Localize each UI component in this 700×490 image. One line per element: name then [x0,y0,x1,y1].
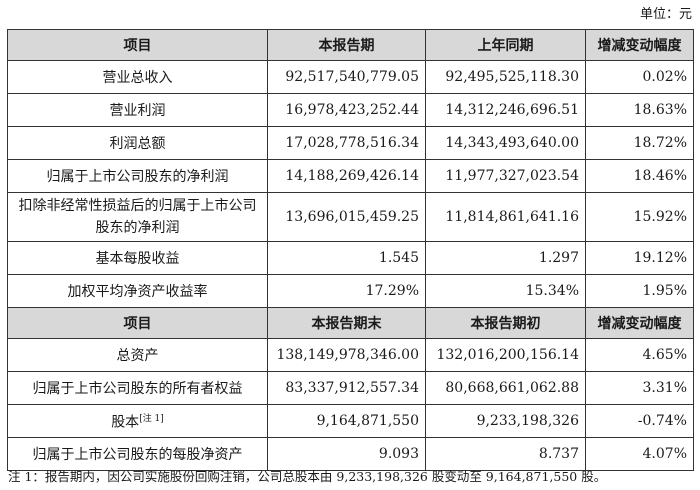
period-end-value: 9.093 [267,437,426,471]
change-value: -0.74% [585,404,694,438]
table-row: 利润总额 17,028,778,516.34 14,343,493,640.00… [7,126,694,160]
change-value: 18.46% [585,159,694,193]
change-value: 0.02% [585,60,694,94]
row-label-text: 股本 [111,414,140,431]
table-row: 基本每股收益 1.545 1.297 19.12% [7,241,694,275]
row-label: 股本[注 1] [7,404,268,438]
current-value: 92,517,540,779.05 [267,60,426,94]
change-value: 18.72% [585,126,694,160]
previous-value: 11,977,327,023.54 [425,159,586,193]
previous-value: 15.34% [425,274,586,308]
column-header-change: 增减变动幅度 [585,29,694,61]
row-label: 归属于上市公司股东的净利润 [7,159,268,193]
period-end-value: 9,164,871,550 [267,404,426,438]
row-label: 归属于上市公司股东的每股净资产 [7,437,268,471]
change-value: 3.31% [585,371,694,405]
column-header-previous-period: 上年同期 [425,29,586,61]
table-header-row: 项目 本报告期 上年同期 增减变动幅度 [7,29,694,61]
column-header-current-period: 本报告期 [267,29,426,61]
change-value: 18.63% [585,93,694,127]
previous-value: 1.297 [425,241,586,275]
current-value: 17,028,778,516.34 [267,126,426,160]
change-value: 1.95% [585,274,694,308]
table-header-row: 项目 本报告期末 本报告期初 增减变动幅度 [7,307,694,339]
row-label: 加权平均净资产收益率 [7,274,268,308]
current-value: 1.545 [267,241,426,275]
previous-value: 92,495,525,118.30 [425,60,586,94]
change-value: 15.92% [585,192,694,242]
current-value: 13,696,015,459.25 [267,192,426,242]
row-label: 营业利润 [7,93,268,127]
column-header-period-end: 本报告期末 [267,307,426,339]
table-row: 总资产 138,149,978,346.00 132,016,200,156.1… [7,338,694,372]
unit-label: 单位：元 [639,7,692,22]
table-row: 归属于上市公司股东的所有者权益 83,337,912,557.34 80,668… [7,371,694,405]
table-row: 归属于上市公司股东的每股净资产 9.093 8.737 4.07% [7,437,694,471]
change-value: 4.65% [585,338,694,372]
previous-value: 14,312,246,696.51 [425,93,586,127]
period-begin-value: 80,668,661,062.88 [425,371,586,405]
column-header-item: 项目 [7,307,268,339]
financial-summary-table: 项目 本报告期 上年同期 增减变动幅度 营业总收入 92,517,540,779… [7,29,694,471]
footnote-reference: [注 1] [139,413,164,424]
current-value: 17.29% [267,274,426,308]
table-row: 加权平均净资产收益率 17.29% 15.34% 1.95% [7,274,694,308]
column-header-change: 增减变动幅度 [585,307,694,339]
table-row: 归属于上市公司股东的净利润 14,188,269,426.14 11,977,3… [7,159,694,193]
current-value: 14,188,269,426.14 [267,159,426,193]
period-end-value: 138,149,978,346.00 [267,338,426,372]
change-value: 19.12% [585,241,694,275]
current-value: 16,978,423,252.44 [267,93,426,127]
table-row: 营业总收入 92,517,540,779.05 92,495,525,118.3… [7,60,694,94]
row-label: 归属于上市公司股东的所有者权益 [7,371,268,405]
row-label: 扣除非经常性损益后的归属于上市公司股东的净利润 [7,192,268,242]
previous-value: 14,343,493,640.00 [425,126,586,160]
column-header-item: 项目 [7,29,268,61]
period-begin-value: 9,233,198,326 [425,404,586,438]
table-row: 扣除非经常性损益后的归属于上市公司股东的净利润 13,696,015,459.2… [7,192,694,242]
table-row: 营业利润 16,978,423,252.44 14,312,246,696.51… [7,93,694,127]
footnote: 注 1：报告期内，因公司实施股份回购注销，公司总股本由 9,233,198,32… [8,469,607,484]
table-row: 股本[注 1] 9,164,871,550 9,233,198,326 -0.7… [7,404,694,438]
row-label: 基本每股收益 [7,241,268,275]
row-label: 利润总额 [7,126,268,160]
column-header-period-begin: 本报告期初 [425,307,586,339]
period-end-value: 83,337,912,557.34 [267,371,426,405]
previous-value: 11,814,861,641.16 [425,192,586,242]
change-value: 4.07% [585,437,694,471]
period-begin-value: 132,016,200,156.14 [425,338,586,372]
row-label: 总资产 [7,338,268,372]
row-label: 营业总收入 [7,60,268,94]
